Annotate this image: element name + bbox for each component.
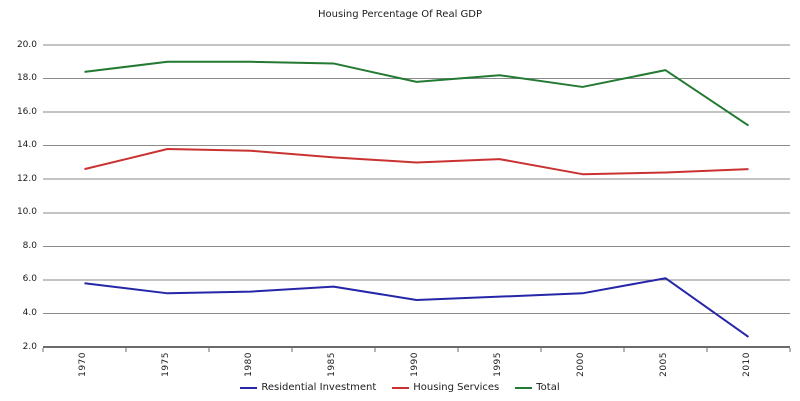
legend-label-total: Total: [536, 382, 560, 393]
series-line-total: [84, 60, 750, 127]
y-axis-label: 4.0: [22, 307, 37, 318]
y-axis-label: 12.0: [16, 173, 37, 184]
y-axis-label: 2.0: [22, 341, 37, 352]
legend-swatch-total: [515, 386, 533, 389]
y-axis-label: 14.0: [16, 140, 37, 151]
legend-swatch-housing-services: [392, 386, 410, 389]
x-axis-label: 1990: [409, 352, 420, 377]
y-axis-label: 18.0: [16, 73, 37, 84]
legend-item-housing-services: Housing Services: [392, 382, 499, 393]
x-axis-label: 1985: [326, 352, 337, 377]
x-axis-label: 1995: [492, 352, 503, 377]
series-line-housing-services: [84, 148, 749, 176]
legend-swatch-residential-investment: [240, 386, 258, 389]
x-axis-label: 1975: [160, 352, 171, 377]
y-axis-label: 16.0: [16, 106, 37, 117]
y-axis-label: 10.0: [16, 207, 37, 218]
legend-item-residential-investment: Residential Investment: [240, 382, 376, 393]
y-axis-label: 8.0: [22, 240, 37, 251]
series-line-residential-investment: [84, 277, 750, 338]
y-axis-label: 20.0: [16, 39, 37, 50]
x-axis-label: 2010: [741, 352, 752, 377]
legend-label-housing-services: Housing Services: [413, 382, 500, 393]
legend-label-residential-investment: Residential Investment: [261, 382, 377, 393]
chart-title: Housing Percentage Of Real GDP: [317, 9, 483, 20]
x-axis-label: 2005: [658, 352, 669, 377]
legend: Residential Investment Housing Services …: [0, 382, 800, 393]
legend-item-total: Total: [515, 382, 560, 393]
x-axis-label: 2000: [575, 352, 586, 377]
x-axis-label: 1980: [243, 352, 254, 377]
y-axis-label: 6.0: [22, 274, 37, 285]
x-axis-label: 1970: [77, 352, 88, 377]
